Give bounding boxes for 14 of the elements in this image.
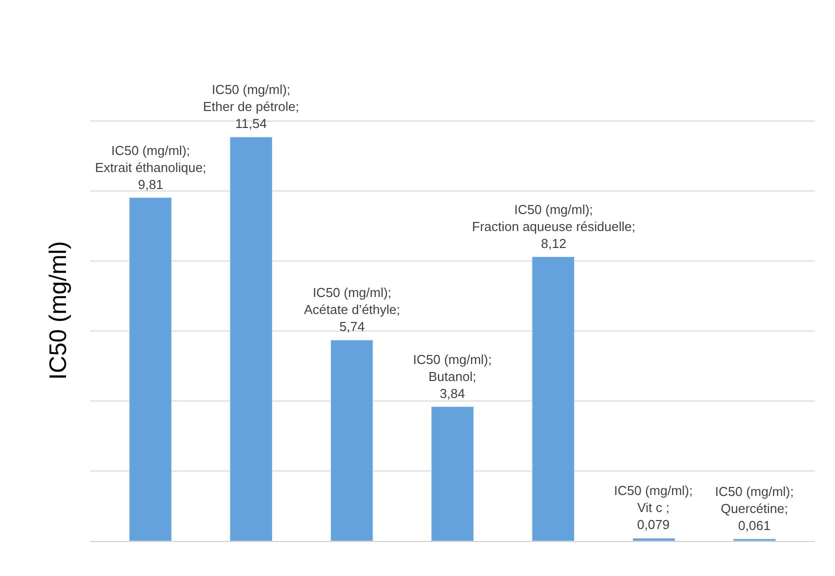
bar	[532, 256, 575, 541]
y-axis-title: IC50 (mg/ml)	[45, 241, 72, 380]
data-label: IC50 (mg/ml); Fraction aqueuse résiduelle; 8,12	[472, 202, 636, 251]
data-label: IC50 (mg/ml); Vit c ; 0,079	[614, 483, 693, 532]
bar	[230, 136, 273, 541]
data-label: IC50 (mg/ml); Butanol; 3,84	[413, 352, 492, 401]
bar	[431, 406, 474, 541]
bar	[129, 197, 172, 541]
data-label: IC50 (mg/ml); Ether de pétrole; 11,54	[203, 82, 300, 131]
bar	[330, 340, 374, 541]
bar	[632, 538, 676, 541]
data-label: IC50 (mg/ml); Extrait éthanolique; 9,81	[95, 143, 206, 192]
data-label: IC50 (mg/ml); Quercétine; 0,061	[715, 484, 794, 533]
data-label: IC50 (mg/ml); Acétate d’éthyle; 5,74	[304, 285, 400, 334]
